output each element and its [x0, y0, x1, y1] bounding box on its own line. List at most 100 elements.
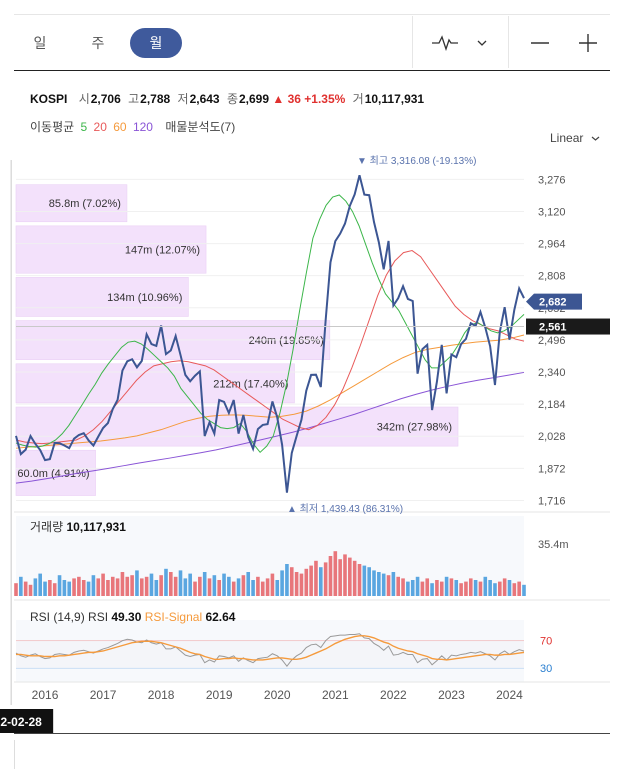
volume-bar	[120, 572, 125, 596]
volume-bar	[173, 576, 178, 596]
volume-bar	[125, 576, 130, 596]
volume-bar	[473, 580, 478, 596]
volume-bar	[444, 576, 449, 596]
tab-monthly[interactable]: 월	[130, 28, 182, 58]
volume-bar	[57, 575, 62, 596]
price-tick-label: 2,808	[538, 271, 566, 283]
rsi-line	[15, 633, 525, 667]
volume-bar	[314, 560, 318, 596]
volume-profile-bar	[15, 277, 189, 317]
volume-bar	[198, 576, 202, 596]
volume-bar	[357, 564, 362, 596]
volume-bar	[294, 572, 299, 596]
chart-type-button[interactable]	[428, 30, 462, 56]
scale-selector[interactable]: Linear	[550, 131, 600, 145]
rsi-name: RSI	[88, 610, 111, 624]
x-tick-label: 2023	[438, 688, 465, 702]
x-tick-label: 2019	[206, 688, 233, 702]
price-tick-label: 2,340	[538, 367, 566, 379]
volume-bar	[164, 568, 168, 596]
x-tick-label: 2021	[322, 688, 349, 702]
volume-bar	[372, 570, 376, 596]
volume-bar	[52, 583, 57, 596]
volume-label: 거	[352, 92, 364, 106]
volume-bar	[139, 578, 144, 596]
volume-bar	[260, 581, 265, 596]
high-value: 2,788	[140, 92, 171, 106]
volume-bar	[478, 581, 483, 596]
ma5-label: 5	[80, 120, 88, 134]
low-label: 저	[177, 92, 189, 106]
rsi-level-label: 30	[540, 663, 552, 675]
ma60-label: 60	[113, 120, 127, 134]
rsi-signal-line	[16, 635, 525, 661]
volume-bar	[222, 573, 226, 596]
volume-bar	[391, 572, 396, 596]
volume-bar	[488, 580, 492, 596]
volume-bar	[188, 573, 192, 596]
chart-type-dropdown[interactable]	[472, 30, 492, 56]
price-tick-label: 2,964	[538, 239, 566, 251]
volume-value: 10,117,931	[364, 92, 425, 106]
volume-bar	[72, 578, 76, 596]
x-tick-label: 2024	[496, 688, 523, 702]
volume-bar	[352, 560, 357, 596]
ma120-line	[15, 371, 525, 484]
volume-profile-label: 212m (17.40%)	[213, 378, 288, 390]
ma-legend[interactable]: 이동평균 5 20 60 120 매물분석도(7)	[30, 118, 238, 135]
volume-bar	[367, 567, 371, 596]
rsi-level-label: 70	[540, 636, 552, 648]
volume-bar	[67, 581, 72, 596]
ohlc-info: KOSPI 시2,706 고2,788 저2,643 종2,699 ▲ 36 +…	[30, 90, 424, 107]
zoom-out-button[interactable]	[528, 30, 552, 56]
volume-bar	[343, 554, 347, 596]
volume-bar	[323, 562, 328, 596]
low-value: 2,643	[189, 92, 220, 106]
volume-bar	[493, 583, 497, 596]
volume-bar	[227, 576, 231, 596]
volume-bar	[43, 581, 47, 596]
volume-bar	[178, 570, 183, 596]
volume-bar	[159, 575, 163, 596]
x-tick-label: 2016	[32, 688, 59, 702]
volume-bar	[319, 567, 323, 596]
scale-label: Linear	[550, 131, 584, 145]
x-tick-label: 2022	[380, 688, 407, 702]
zoom-in-button[interactable]	[576, 30, 600, 56]
volume-bar	[459, 583, 463, 596]
crosshair-date-tag	[0, 709, 54, 733]
volume-bar	[265, 578, 270, 596]
volume-bar	[217, 580, 221, 596]
volume-bar	[19, 576, 23, 596]
volume-panel-label: 거래량 10,117,931	[30, 520, 126, 534]
volume-profile-label: 342m (27.98%)	[377, 422, 452, 434]
volume-bar	[377, 572, 381, 596]
top-divider	[14, 14, 610, 15]
volume-bar	[207, 578, 212, 596]
volume-bar	[91, 575, 96, 596]
volume-profile-label: 85.8m (7.02%)	[49, 198, 121, 210]
price-tick-label: 2,028	[538, 431, 566, 443]
tab-daily[interactable]: 일	[33, 35, 47, 51]
volume-profile-bar	[15, 363, 295, 404]
volume-bar	[396, 576, 401, 596]
volume-bar	[81, 580, 86, 596]
volume-bar	[241, 575, 246, 596]
volume-bar	[28, 584, 33, 596]
volume-bar	[439, 581, 444, 596]
volume-profile-label: 매물분석도(7)	[165, 120, 236, 134]
tab-weekly[interactable]: 주	[91, 35, 105, 51]
volume-axis-label: 35.4m	[538, 539, 569, 551]
volume-bar	[498, 581, 502, 596]
x-tick-label: 2020	[264, 688, 291, 702]
volume-bar	[420, 581, 425, 596]
volume-bar	[401, 578, 405, 596]
volume-panel-bg	[16, 516, 524, 596]
symbol-label: KOSPI	[30, 92, 68, 106]
pulse-line-icon	[432, 35, 458, 51]
open-label: 시	[78, 92, 90, 106]
open-value: 2,706	[90, 92, 121, 106]
volume-bar	[193, 581, 197, 596]
volume-bar	[468, 578, 473, 596]
